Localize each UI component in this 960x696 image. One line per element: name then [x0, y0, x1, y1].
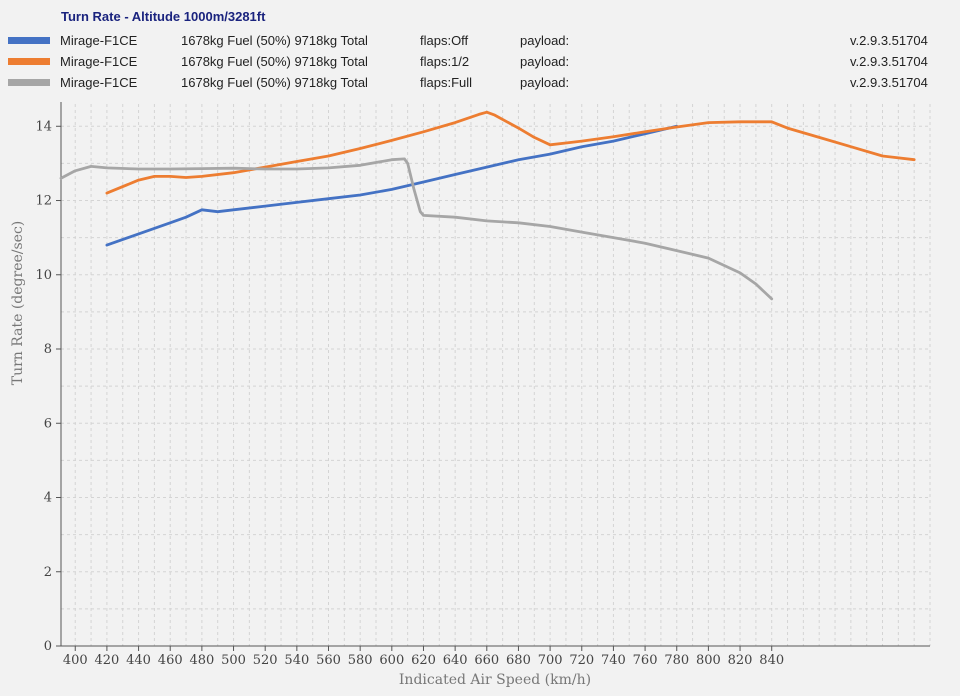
x-tick-label: 720 — [569, 653, 594, 668]
y-tick-label: 0 — [44, 639, 52, 654]
series-line-flaps-full[interactable] — [59, 157, 774, 301]
x-tick-label: 800 — [696, 653, 721, 668]
series-line-flaps-off[interactable] — [105, 124, 679, 247]
axes — [56, 102, 930, 651]
x-tick-label: 700 — [538, 653, 563, 668]
x-tick-label: 820 — [728, 653, 753, 668]
legend-swatch-flaps-full — [8, 79, 50, 86]
x-tick-label: 580 — [348, 653, 373, 668]
legend-fuel: 1678kg Fuel (50%) 9718kg Total — [181, 75, 368, 90]
y-tick-label: 10 — [35, 268, 52, 283]
legend-payload: payload: — [520, 75, 570, 90]
x-tick-label: 440 — [126, 653, 151, 668]
legend-fuel: 1678kg Fuel (50%) 9718kg Total — [181, 33, 368, 48]
legend-entry-flaps-full[interactable]: Mirage-F1CE 1678kg Fuel (50%) 9718kg Tot… — [0, 72, 960, 94]
legend-version: v.2.9.3.51704 — [850, 54, 928, 69]
x-tick-label: 600 — [379, 653, 404, 668]
y-axis-title: Turn Rate (degree/sec) — [10, 221, 26, 386]
x-tick-label: 740 — [601, 653, 626, 668]
x-tick-label: 480 — [189, 653, 214, 668]
y-tick-label: 12 — [35, 194, 52, 209]
x-tick-label: 680 — [506, 653, 531, 668]
legend-flaps: flaps:Off — [420, 33, 469, 48]
y-tick-label: 2 — [44, 565, 52, 580]
legend-swatch-flaps-off — [8, 37, 50, 44]
tick-labels: 400 420 440 460 480 500 520 540 560 580 600 620 640 6… — [35, 119, 784, 668]
y-tick-label: 14 — [35, 119, 52, 134]
legend-aircraft-name: Mirage-F1CE — [60, 75, 138, 90]
x-tick-label: 660 — [474, 653, 499, 668]
legend-fuel: 1678kg Fuel (50%) 9718kg Total — [181, 54, 368, 69]
series-lines[interactable] — [59, 110, 916, 301]
x-tick-label: 840 — [759, 653, 784, 668]
grid — [61, 104, 931, 646]
y-tick-label: 8 — [44, 342, 52, 357]
y-tick-label: 6 — [44, 416, 52, 431]
x-tick-label: 760 — [633, 653, 658, 668]
x-tick-label: 780 — [664, 653, 689, 668]
legend-payload: payload: — [520, 54, 570, 69]
x-tick-label: 420 — [94, 653, 119, 668]
legend-payload: payload: — [520, 33, 570, 48]
legend-entry-flaps-half[interactable]: Mirage-F1CE 1678kg Fuel (50%) 9718kg Tot… — [0, 51, 960, 73]
legend-version: v.2.9.3.51704 — [850, 75, 928, 90]
x-tick-label: 500 — [221, 653, 246, 668]
x-tick-label: 400 — [63, 653, 88, 668]
chart-title: Turn Rate - Altitude 1000m/3281ft — [61, 9, 266, 24]
x-tick-label: 540 — [284, 653, 309, 668]
series-line-flaps-half[interactable] — [105, 110, 916, 195]
x-axis-title: Indicated Air Speed (km/h) — [399, 672, 591, 688]
legend-aircraft-name: Mirage-F1CE — [60, 33, 138, 48]
y-tick-label: 4 — [44, 491, 52, 506]
legend-flaps: flaps:1/2 — [420, 54, 470, 69]
x-tick-label: 620 — [411, 653, 436, 668]
x-tick-label: 640 — [443, 653, 468, 668]
legend-version: v.2.9.3.51704 — [850, 33, 928, 48]
x-tick-label: 560 — [316, 653, 341, 668]
legend-aircraft-name: Mirage-F1CE — [60, 54, 138, 69]
x-tick-label: 460 — [158, 653, 183, 668]
legend-entry-flaps-off[interactable]: Mirage-F1CE 1678kg Fuel (50%) 9718kg Tot… — [0, 30, 960, 52]
x-tick-label: 520 — [253, 653, 278, 668]
legend-swatch-flaps-half — [8, 58, 50, 65]
legend-flaps: flaps:Full — [420, 75, 473, 90]
